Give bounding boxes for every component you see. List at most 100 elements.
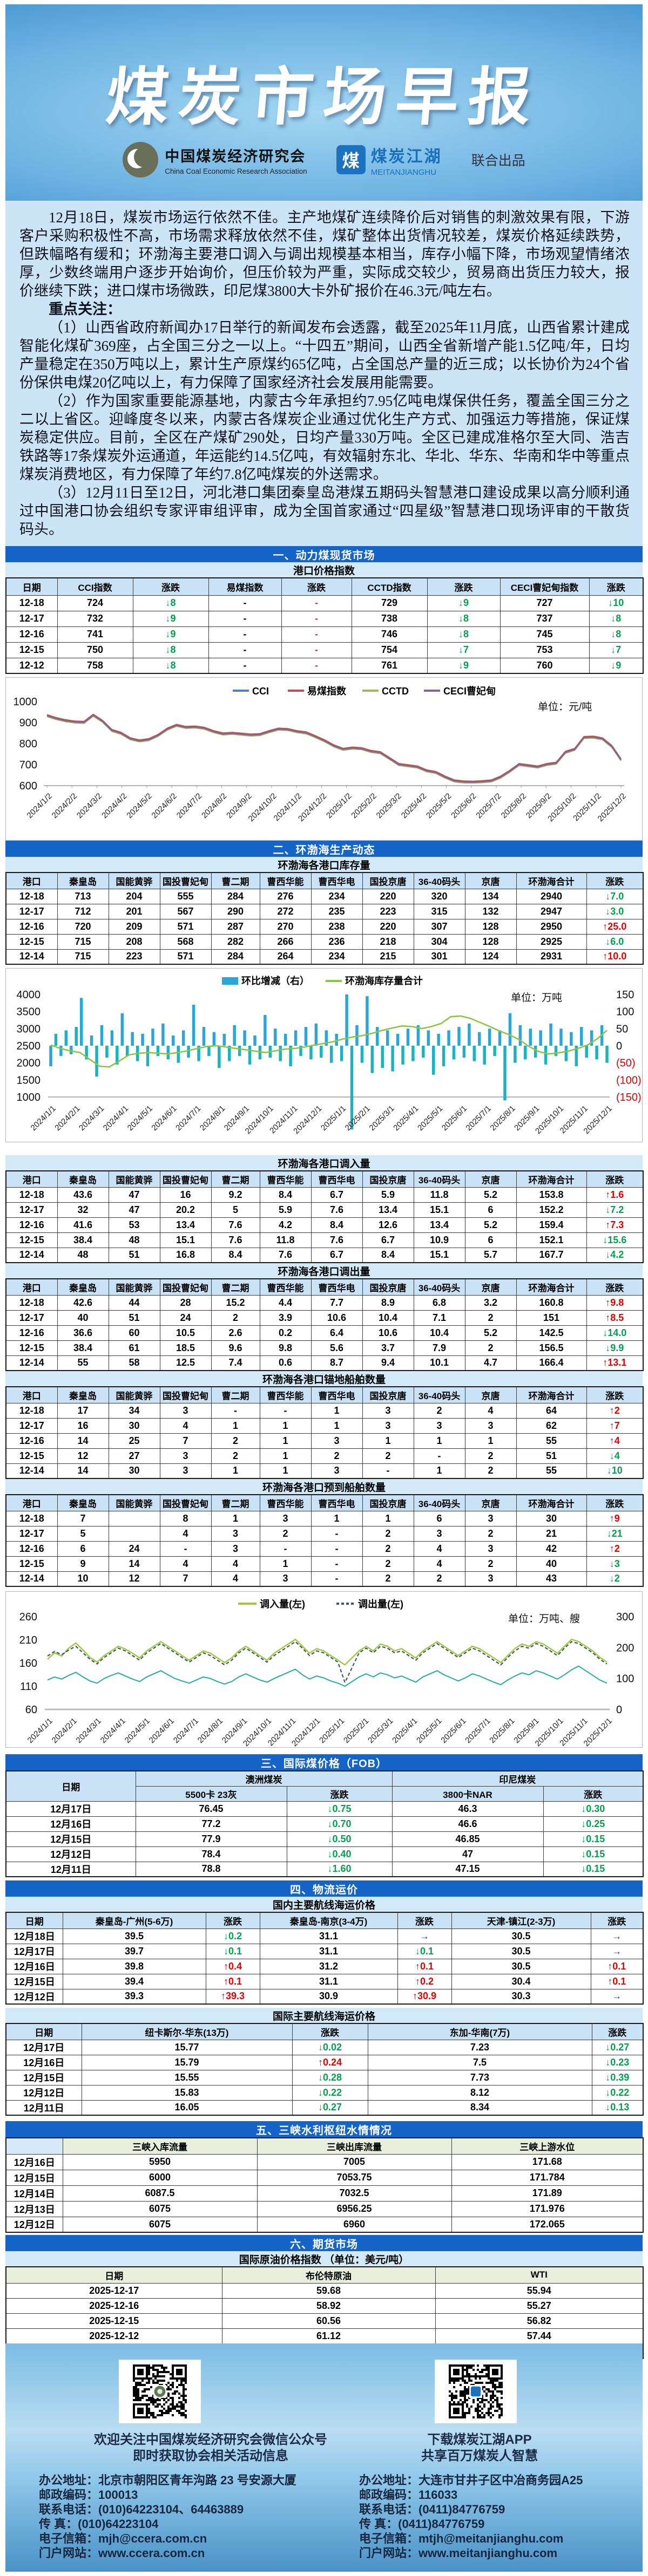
cell: 3 — [211, 1525, 260, 1542]
ccera-name-en: China Coal Economic Research Association — [165, 167, 307, 175]
cell: 1 — [310, 1418, 363, 1434]
mtjh-name-cn: 煤炭江湖 — [370, 147, 442, 166]
svg-text:2024/7/2: 2024/7/2 — [175, 792, 204, 820]
svg-text:(50): (50) — [616, 1058, 636, 1069]
outflow-table: 港口 秦皇岛 国能黄骅 国投曹妃甸 曹二期 曹西华能 曹西华电 国投京唐 36-40码头 京唐 环渤… — [5, 1278, 644, 1371]
cell: 55.27 — [435, 2298, 644, 2314]
table-row: 12-17 732 ↓9- -738 ↓8 737 ↓8 — [5, 610, 644, 627]
cell: 12-15 — [5, 1232, 58, 1248]
svg-text:0: 0 — [616, 1040, 622, 1052]
svg-text:2000: 2000 — [17, 1058, 41, 1069]
cell: 46.3 — [392, 1801, 544, 1817]
table-row: 12月12日 15.83 ↓0.22 8.12 ↓0.22 — [5, 2084, 644, 2101]
cell: ↓0.75 — [286, 1801, 393, 1817]
col-header: 曹二期 — [211, 1278, 260, 1296]
cell: 15.2 — [211, 1294, 260, 1311]
intro-text: 12月18日，煤炭市场运行依然不佳。主产地煤矿连续降价后对销售的刺激效果有限，下… — [5, 201, 643, 546]
cell: 56.82 — [435, 2313, 644, 2329]
cell: 171.68 — [451, 2154, 644, 2170]
cell: - — [211, 1402, 260, 1419]
cell: 301 — [413, 949, 465, 965]
cell: 12 — [108, 1571, 160, 1587]
sub-anchor: 环渤海各港口锚地船舶数量 — [5, 1371, 643, 1386]
cell: 30.5 — [451, 1958, 591, 1974]
inflow-table: 港口 秦皇岛 国能黄骅 国投曹妃甸 曹二期 曹西华能 曹西华电 国投京唐 36-40码头 京唐 环渤… — [5, 1170, 644, 1263]
cell: 235 — [310, 903, 363, 919]
col-header: 秦皇岛 — [57, 1278, 109, 1296]
col-header: 环渤海合计 — [516, 872, 587, 889]
cell: 12月18日 — [5, 1928, 63, 1944]
cell: 18.5 — [159, 1340, 212, 1356]
cell: 8.12 — [367, 2084, 592, 2101]
col-header: 曹二期 — [211, 872, 260, 889]
col-header: CCI指数 — [57, 577, 133, 596]
cell: 78.8 — [135, 1861, 287, 1877]
cell: ↓0.22 — [591, 2084, 644, 2101]
cell: 287 — [211, 918, 260, 935]
cell: 46.6 — [392, 1816, 544, 1832]
svg-text:100: 100 — [616, 1673, 634, 1685]
ccera-name-cn: 中国煤炭经济研究会 — [165, 148, 306, 165]
svg-text:2024/6/1: 2024/6/1 — [150, 1104, 178, 1133]
cell: 12月14日 — [5, 2185, 63, 2202]
svg-text:CCI: CCI — [252, 686, 269, 697]
cell: 12月16日 — [5, 1958, 63, 1974]
cell: 7.5 — [367, 2054, 592, 2070]
cell: 8.4 — [310, 1217, 363, 1233]
cell: 555 — [159, 888, 212, 904]
col-header: 天津-镇江(2-3万) — [451, 1912, 591, 1929]
svg-text:2025/8/1: 2025/8/1 — [488, 1716, 516, 1745]
cell — [108, 1525, 160, 1542]
cell: 4 — [413, 1556, 465, 1572]
col-header: 涨跌 — [427, 577, 501, 596]
intro-p1: 12月18日，煤炭市场运行依然不佳。主产地煤矿连续降价后对销售的刺激效果有限，下… — [19, 209, 630, 299]
cell: 2 — [362, 1448, 414, 1464]
cell: 12-17 — [5, 1525, 58, 1542]
cell: ↓0.28 — [292, 2069, 368, 2086]
cell: 2 — [362, 1541, 414, 1557]
cell: 320 — [413, 888, 465, 904]
cell: 2 — [464, 1448, 517, 1464]
cell — [108, 1510, 160, 1526]
cell: 42 — [516, 1541, 587, 1557]
col-header: 港口 — [5, 1278, 58, 1296]
svg-text:CECI曹妃甸: CECI曹妃甸 — [443, 685, 496, 697]
cell: 40 — [516, 1556, 587, 1572]
cell: 42.6 — [57, 1294, 109, 1311]
sub-dom-ship: 国内主要航线海运价格 — [5, 1897, 643, 1912]
cell: 47 — [392, 1846, 544, 1862]
svg-text:2025/6/1: 2025/6/1 — [440, 1104, 469, 1133]
table-row: 12月17日 15.77 ↓0.02 7.23 ↓0.27 — [5, 2039, 644, 2055]
cell: 10.9 — [413, 1232, 465, 1248]
svg-text:2024/5/2: 2024/5/2 — [125, 792, 153, 820]
cell: ↓9 — [132, 610, 209, 627]
cell: 7005 — [256, 2154, 452, 2170]
col-header: 国投京唐 — [362, 1386, 414, 1403]
col-header: 涨跌 — [589, 577, 644, 596]
cell: 12月17日 — [5, 1801, 136, 1817]
cell: 12.6 — [362, 1217, 414, 1233]
svg-text:调出量(左): 调出量(左) — [358, 1598, 403, 1610]
cell: 12月11日 — [5, 2100, 82, 2116]
svg-text:800: 800 — [19, 738, 37, 750]
cell: 16 — [57, 1418, 109, 1434]
cell: → — [590, 1943, 644, 1959]
cell: 15.55 — [81, 2069, 293, 2086]
cell: 152.2 — [516, 1202, 587, 1218]
cell: 223 — [362, 903, 414, 919]
section-4-header: 四、物流运价 — [5, 1880, 643, 1897]
cell: ↓8 — [427, 626, 501, 643]
cell: 152.1 — [516, 1232, 587, 1248]
col-header: 36-40码头 — [413, 1170, 465, 1188]
col-header: 京唐 — [464, 1278, 517, 1296]
cell: 8.4 — [211, 1247, 260, 1263]
svg-text:2024/3/2: 2024/3/2 — [75, 792, 104, 820]
cell: ↓6.0 — [586, 933, 644, 950]
cell: ↑39.3 — [205, 1988, 260, 2005]
cell: ↑0.1 — [205, 1973, 260, 1989]
svg-text:50: 50 — [616, 1023, 628, 1035]
cell: 223 — [108, 949, 160, 965]
cell: 12月15日 — [5, 1973, 63, 1989]
cell: ↑0.4 — [205, 1958, 260, 1974]
cell: 31.1 — [259, 1973, 398, 1989]
